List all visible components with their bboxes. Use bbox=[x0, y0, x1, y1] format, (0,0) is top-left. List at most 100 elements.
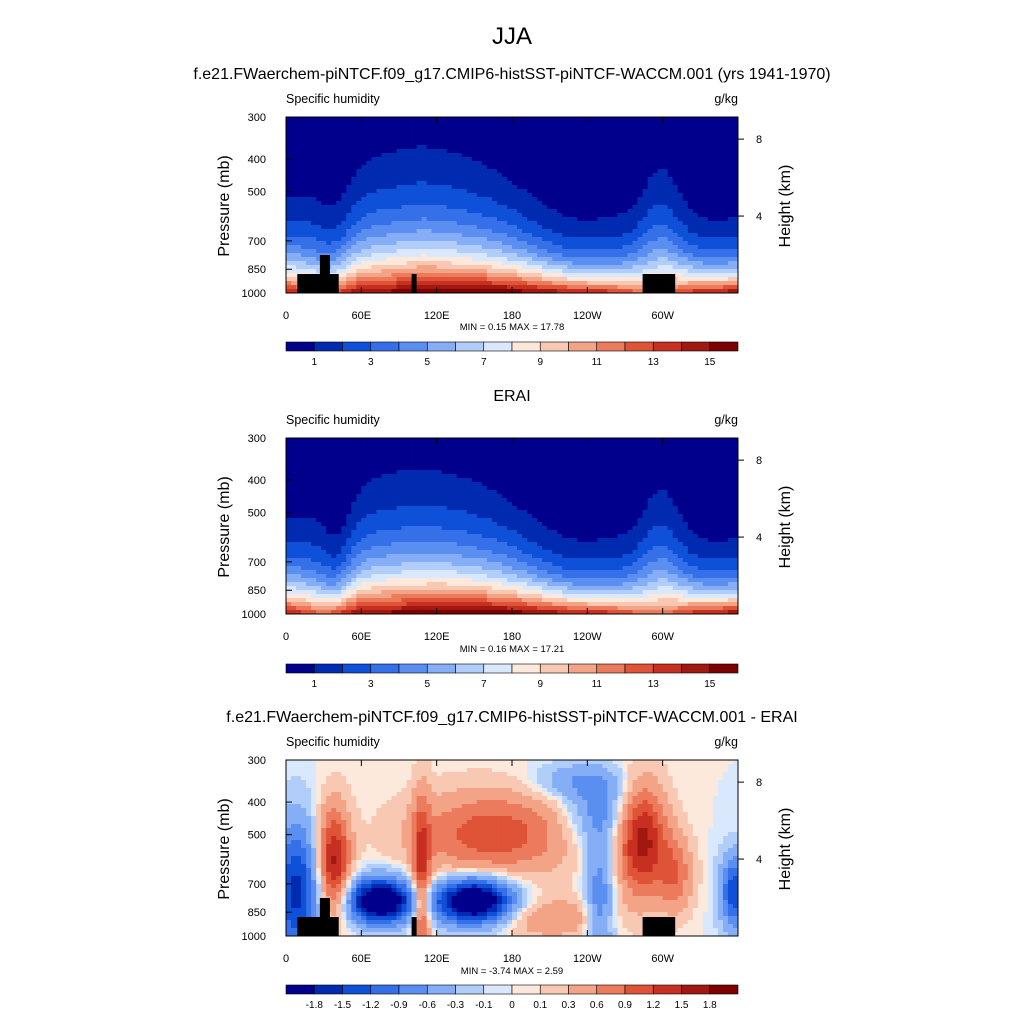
contour-cell bbox=[497, 458, 502, 462]
contour-cell bbox=[612, 474, 617, 478]
contour-cell bbox=[703, 173, 708, 177]
contour-cell bbox=[336, 173, 341, 177]
contour-cell bbox=[331, 157, 336, 161]
contour-cell bbox=[346, 217, 351, 221]
contour-cell bbox=[552, 165, 557, 169]
contour-cell bbox=[708, 149, 713, 153]
contour-cell bbox=[427, 221, 432, 225]
contour-cell bbox=[723, 245, 728, 249]
contour-cell bbox=[341, 237, 346, 241]
contour-cell bbox=[482, 169, 487, 173]
contour-cell bbox=[658, 229, 663, 233]
contour-cell bbox=[482, 161, 487, 165]
contour-cell bbox=[512, 249, 517, 253]
contour-cell bbox=[482, 133, 487, 137]
x-tick-label: 120E bbox=[424, 310, 450, 322]
contour-cell bbox=[482, 229, 487, 233]
contour-cell bbox=[371, 470, 376, 474]
contour-cell bbox=[622, 241, 627, 245]
contour-cell bbox=[502, 273, 507, 277]
contour-cell bbox=[507, 149, 512, 153]
contour-cell bbox=[402, 177, 407, 181]
contour-cell bbox=[567, 205, 572, 209]
contour-cell bbox=[582, 193, 587, 197]
contour-cell bbox=[582, 209, 587, 213]
contour-cell bbox=[638, 273, 643, 277]
contour-cell bbox=[462, 257, 467, 261]
contour-cell bbox=[427, 438, 432, 442]
contour-cell bbox=[492, 245, 497, 249]
contour-cell bbox=[447, 462, 452, 466]
contour-cell bbox=[612, 454, 617, 458]
contour-cell bbox=[472, 169, 477, 173]
contour-cell bbox=[723, 149, 728, 153]
contour-cell bbox=[462, 442, 467, 446]
contour-cell bbox=[417, 201, 422, 205]
contour-cell bbox=[391, 165, 396, 169]
contour-cell bbox=[417, 213, 422, 217]
contour-cell bbox=[527, 458, 532, 462]
contour-cell bbox=[462, 229, 467, 233]
contour-cell bbox=[376, 438, 381, 442]
contour-cell bbox=[311, 217, 316, 221]
contour-cell bbox=[502, 181, 507, 185]
contour-cell bbox=[683, 281, 688, 285]
contour-cell bbox=[417, 462, 422, 466]
contour-cell bbox=[371, 181, 376, 185]
contour-cell bbox=[567, 269, 572, 273]
contour-cell bbox=[326, 169, 331, 173]
contour-cell bbox=[432, 141, 437, 145]
contour-cell bbox=[321, 462, 326, 466]
contour-cell bbox=[668, 169, 673, 173]
contour-cell bbox=[648, 233, 653, 237]
contour-cell bbox=[467, 149, 472, 153]
contour-cell bbox=[366, 133, 371, 137]
contour-cell bbox=[663, 229, 668, 233]
contour-cell bbox=[457, 141, 462, 145]
contour-cell bbox=[497, 454, 502, 458]
contour-cell bbox=[346, 165, 351, 169]
contour-cell bbox=[567, 189, 572, 193]
contour-cell bbox=[663, 450, 668, 454]
contour-cell bbox=[572, 277, 577, 281]
contour-cell bbox=[497, 121, 502, 125]
contour-cell bbox=[562, 261, 567, 265]
contour-cell bbox=[402, 241, 407, 245]
contour-cell bbox=[628, 462, 633, 466]
contour-cell bbox=[507, 261, 512, 265]
contour-cell bbox=[306, 470, 311, 474]
contour-cell bbox=[462, 153, 467, 157]
contour-cell bbox=[597, 277, 602, 281]
contour-cell bbox=[427, 209, 432, 213]
contour-cell bbox=[356, 454, 361, 458]
contour-cell bbox=[648, 205, 653, 209]
contour-cell bbox=[447, 450, 452, 454]
contour-cell bbox=[371, 137, 376, 141]
contour-cell bbox=[402, 133, 407, 137]
contour-cell bbox=[487, 466, 492, 470]
contour-cell bbox=[542, 466, 547, 470]
contour-cell bbox=[617, 221, 622, 225]
contour-cell bbox=[306, 245, 311, 249]
contour-cell bbox=[391, 438, 396, 442]
contour-cell bbox=[663, 197, 668, 201]
contour-cell bbox=[457, 273, 462, 277]
contour-cell bbox=[537, 470, 542, 474]
contour-cell bbox=[628, 161, 633, 165]
contour-cell bbox=[648, 269, 653, 273]
contour-cell bbox=[532, 229, 537, 233]
contour-cell bbox=[296, 213, 301, 217]
contour-cell bbox=[492, 446, 497, 450]
contour-cell bbox=[532, 458, 537, 462]
contour-cell bbox=[537, 221, 542, 225]
contour-cell bbox=[668, 249, 673, 253]
contour-cell bbox=[522, 253, 527, 257]
contour-cell bbox=[366, 478, 371, 482]
contour-cell bbox=[422, 193, 427, 197]
contour-cell bbox=[447, 229, 452, 233]
contour-cell bbox=[597, 241, 602, 245]
contour-cell bbox=[437, 466, 442, 470]
contour-cell bbox=[582, 153, 587, 157]
contour-cell bbox=[507, 177, 512, 181]
contour-cell bbox=[703, 129, 708, 133]
